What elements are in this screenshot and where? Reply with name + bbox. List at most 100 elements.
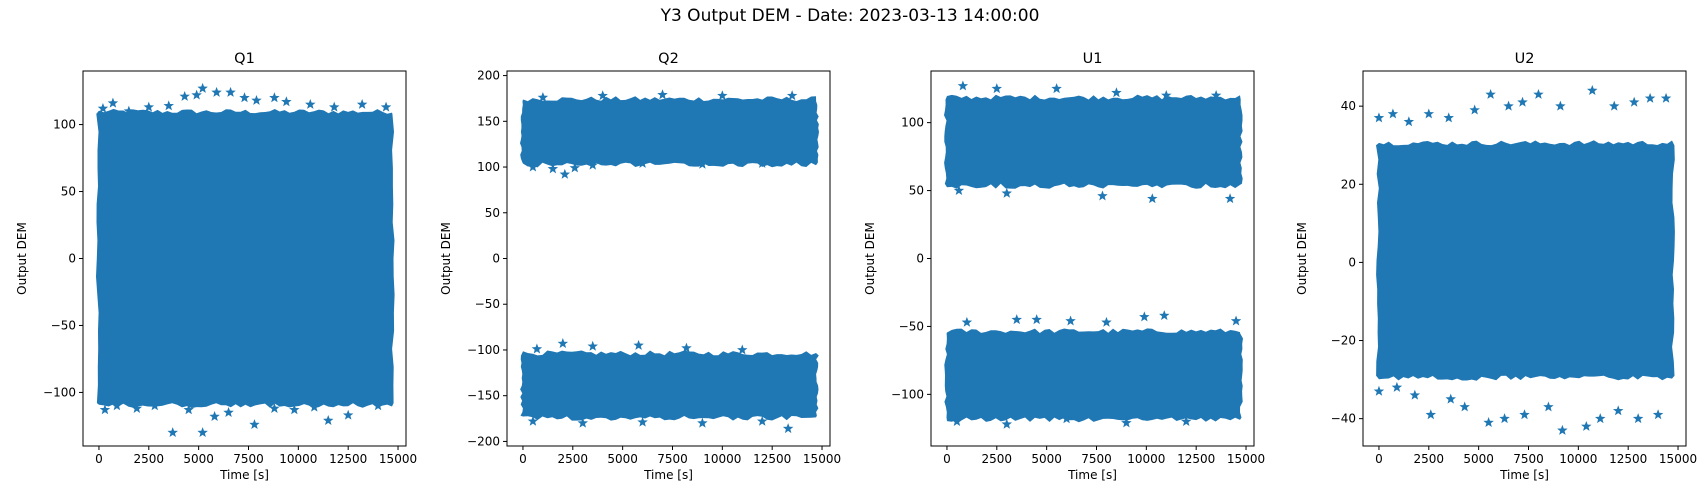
y-axis-label: Output DEM (1295, 222, 1309, 295)
data-point (1097, 190, 1108, 201)
subplot-title: Q1 (234, 51, 255, 67)
data-point (209, 411, 220, 421)
y-tick-label: −50 (475, 297, 500, 311)
data-point (183, 404, 194, 415)
data-point (1180, 416, 1192, 426)
x-tick-label: 10000 (1127, 452, 1165, 466)
data-point (149, 400, 161, 411)
data-point (637, 416, 648, 427)
data-point (559, 168, 571, 179)
data-point (1210, 89, 1222, 100)
data-point (1469, 104, 1480, 115)
y-tick-label: −100 (43, 385, 76, 399)
data-point (1147, 193, 1158, 204)
data-point (249, 419, 260, 430)
data-point (527, 161, 539, 172)
subplot-title: U1 (1083, 51, 1103, 67)
y-tick-label: 100 (53, 118, 76, 132)
plot-area (520, 89, 819, 434)
data-point (737, 344, 748, 355)
data-point (1159, 310, 1170, 321)
data-point (223, 407, 234, 417)
y-tick-label: −200 (467, 434, 500, 448)
x-tick-label: 5000 (1463, 452, 1494, 466)
x-tick-label: 0 (519, 452, 527, 466)
data-point (1373, 385, 1385, 396)
data-band (944, 94, 1243, 189)
data-point (1230, 315, 1242, 326)
data-point (97, 103, 109, 113)
data-point (197, 82, 208, 93)
data-point (281, 96, 292, 107)
data-point (633, 339, 644, 350)
y-tick-label: 40 (1341, 99, 1356, 113)
y-tick-label: 100 (477, 160, 500, 174)
data-point (557, 338, 569, 349)
x-tick-label: 5000 (607, 452, 638, 466)
data-point (1111, 87, 1122, 98)
x-tick-label: 2500 (982, 452, 1013, 466)
y-tick-label: 150 (477, 114, 500, 128)
data-point (597, 90, 608, 101)
plot-area (96, 82, 395, 438)
data-point (1373, 112, 1385, 123)
data-point (1608, 100, 1620, 111)
subplot-q1: 0 2500 5000 7500 10000 12500 15000 −100 −50 0 50 10… (15, 51, 417, 482)
data-point (305, 98, 316, 109)
data-point (1519, 409, 1530, 420)
data-point (951, 416, 963, 426)
y-tick-label: −100 (891, 387, 924, 401)
x-tick-label: 10000 (703, 452, 741, 466)
data-point (1459, 401, 1470, 412)
data-point (587, 159, 598, 170)
data-point (239, 92, 250, 103)
data-point (587, 340, 598, 351)
data-point (1644, 92, 1656, 103)
data-point (1555, 100, 1566, 111)
data-point (143, 101, 155, 112)
y-tick-label: −20 (1331, 334, 1356, 348)
x-tick-label: 15000 (1227, 452, 1265, 466)
x-tick-label: 5000 (1031, 452, 1062, 466)
data-point (756, 415, 768, 426)
data-point (697, 417, 708, 428)
y-axis-label: Output DEM (439, 222, 453, 295)
y-tick-label: 200 (477, 69, 500, 83)
data-point (1065, 315, 1076, 326)
data-point (1011, 314, 1022, 325)
x-axis-label: Time [s] (1499, 468, 1549, 482)
data-point (107, 97, 119, 108)
data-band (520, 96, 819, 168)
data-point (1409, 389, 1421, 400)
subplot-u1: 0 2500 5000 7500 10000 12500 15000 −100 −50 0 50 10… (863, 51, 1265, 482)
x-tick-label: 5000 (183, 452, 214, 466)
subplot-u2: 0 2500 5000 7500 10000 12500 15000 −40 −20 0 20 40 U… (1295, 51, 1697, 482)
data-point (1387, 108, 1399, 119)
subplot-title: U2 (1515, 51, 1535, 67)
x-tick-label: 15000 (1659, 452, 1697, 466)
subplot-title: Q2 (658, 51, 679, 67)
data-point (211, 86, 222, 97)
x-tick-label: 7500 (233, 452, 264, 466)
x-tick-label: 2500 (134, 452, 165, 466)
data-point (289, 404, 300, 415)
data-band (520, 350, 819, 421)
x-tick-label: 12500 (1177, 452, 1215, 466)
data-point (342, 409, 354, 420)
data-point (1543, 401, 1554, 412)
data-point (1652, 409, 1664, 420)
x-axis-label: Time [s] (219, 468, 269, 482)
data-point (1533, 88, 1544, 99)
data-point (1121, 417, 1132, 428)
data-point (1660, 92, 1672, 103)
y-tick-label: 20 (1341, 177, 1356, 191)
y-tick-label: 0 (1348, 255, 1356, 269)
data-point (786, 90, 798, 101)
data-point (782, 423, 794, 434)
data-point (123, 105, 135, 116)
y-tick-label: 0 (492, 252, 500, 266)
data-point (1423, 108, 1435, 119)
data-point (1503, 100, 1514, 111)
